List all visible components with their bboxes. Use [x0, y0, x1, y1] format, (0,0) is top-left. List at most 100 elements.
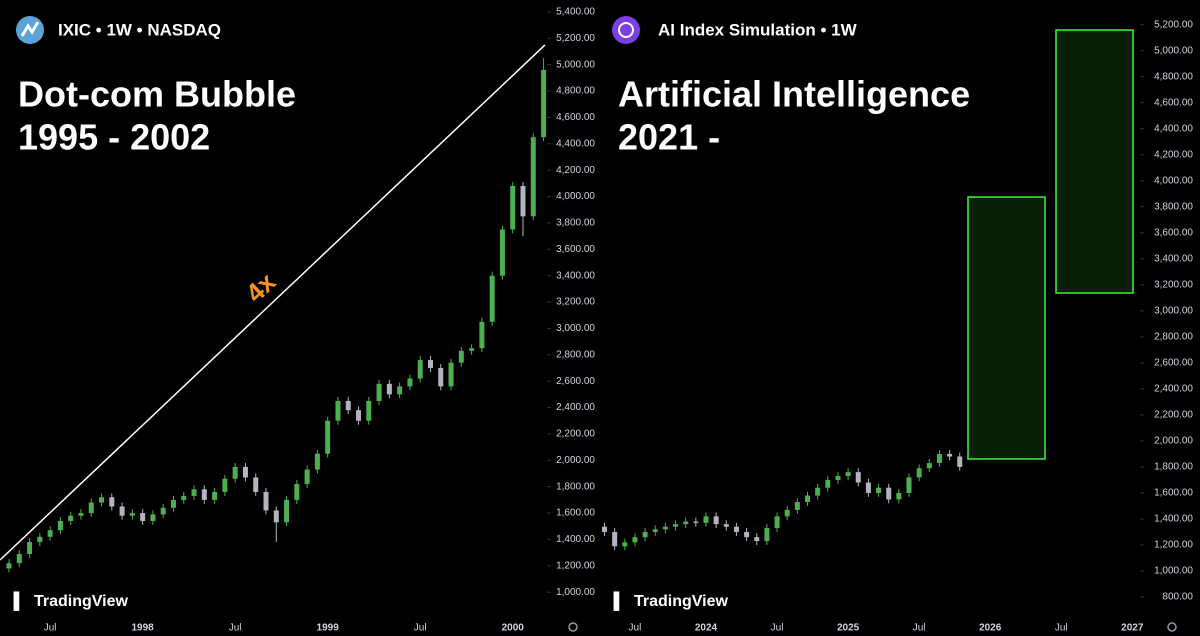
symbol-icon-glyph — [20, 21, 40, 37]
candle-body — [794, 502, 800, 510]
x-tick-label: 2027 — [1121, 623, 1144, 634]
candle-body — [397, 386, 403, 395]
y-tick-label: 3,200.00 — [556, 297, 595, 308]
y-tick-label: 2,800.00 — [556, 349, 595, 360]
y-tick-label: 4,800.00 — [556, 86, 595, 97]
candle-body — [160, 507, 166, 515]
candle-body — [376, 383, 382, 401]
candle-body — [335, 400, 341, 421]
candle-body — [273, 510, 279, 523]
y-tick-label: 4,200.00 — [1154, 149, 1193, 160]
candle-body — [612, 531, 618, 547]
y-tick-label: 3,800.00 — [556, 218, 595, 229]
candle-body — [733, 526, 739, 532]
candle-body — [78, 513, 84, 516]
candle-body — [479, 321, 485, 349]
candle-body — [356, 410, 362, 421]
candle-body — [68, 515, 74, 521]
candle-body — [510, 185, 516, 230]
y-tick-label: 4,400.00 — [556, 138, 595, 149]
candle-body — [652, 529, 658, 532]
candle-body — [602, 526, 607, 532]
candle-body — [109, 497, 115, 507]
y-tick-label: 4,000.00 — [556, 191, 595, 202]
chart-title: IXIC • 1W • NASDAQ — [58, 20, 221, 39]
candle-body — [458, 350, 464, 363]
candle-body — [622, 542, 628, 547]
settings-icon[interactable] — [568, 622, 578, 632]
candle-body — [865, 482, 871, 493]
candle-body — [693, 521, 699, 523]
y-tick-label: 1,800.00 — [556, 481, 595, 492]
y-tick-label: 1,600.00 — [1154, 488, 1193, 499]
candle-body — [47, 530, 53, 537]
candle-body — [754, 537, 760, 542]
x-tick-label: Jul — [771, 623, 784, 634]
candle-body — [855, 472, 861, 483]
candle-body — [242, 466, 248, 478]
chart-title: AI Index Simulation • 1W — [658, 20, 858, 39]
x-tick-label: Jul — [629, 623, 642, 634]
candle-body — [417, 360, 423, 379]
y-tick-label: 4,600.00 — [1154, 97, 1193, 108]
candle-body — [926, 463, 932, 469]
y-tick-label: 4,000.00 — [1154, 175, 1193, 186]
candle-body — [88, 502, 94, 514]
y-tick-label: 5,000.00 — [1154, 45, 1193, 56]
x-tick-label: 2025 — [837, 623, 860, 634]
candle-body — [957, 456, 963, 467]
candle-body — [662, 526, 668, 530]
candle-body — [222, 478, 228, 492]
x-tick-label: Jul — [1055, 623, 1068, 634]
y-tick-label: 800.00 — [1162, 592, 1193, 603]
x-tick-label: 2000 — [502, 623, 525, 634]
candle-body — [6, 563, 12, 569]
projection-zone — [1055, 29, 1134, 294]
candle-body — [916, 468, 922, 478]
candle-body — [520, 185, 526, 217]
candle-body — [906, 477, 912, 493]
candle-body — [530, 137, 536, 217]
subheading: 2021 - — [618, 117, 720, 158]
candle-body — [723, 524, 729, 527]
candle-body — [784, 509, 790, 517]
candle-body — [448, 362, 454, 387]
watermark: TradingView — [34, 593, 129, 610]
settings-icon[interactable] — [1167, 622, 1177, 632]
y-tick-label: 3,400.00 — [1154, 253, 1193, 264]
y-tick-label: 4,200.00 — [556, 165, 595, 176]
candle-body — [469, 348, 475, 351]
candle-body — [181, 495, 187, 500]
candle-body — [140, 513, 146, 521]
symbol-icon — [612, 16, 640, 44]
y-tick-label: 5,400.00 — [556, 7, 595, 18]
candle-body — [407, 378, 413, 387]
candle-body — [150, 514, 156, 521]
candle-body — [805, 495, 810, 503]
y-tick-label: 2,800.00 — [1154, 332, 1193, 343]
candle-body — [896, 492, 902, 500]
y-tick-label: 2,600.00 — [1154, 358, 1193, 369]
y-tick-label: 3,200.00 — [1154, 279, 1193, 290]
candle-body — [876, 487, 882, 493]
y-tick-label: 1,000.00 — [1154, 566, 1193, 577]
candle-body — [314, 453, 320, 470]
y-tick-label: 1,000.00 — [556, 587, 595, 598]
candle-body — [170, 499, 176, 508]
candle-body — [845, 472, 851, 477]
candle-body — [263, 491, 269, 511]
candle-body — [427, 360, 433, 368]
y-tick-label: 2,200.00 — [556, 429, 595, 440]
candle-body — [764, 528, 770, 542]
y-tick-label: 2,400.00 — [1154, 384, 1193, 395]
candle-body — [129, 513, 135, 516]
y-tick-label: 2,400.00 — [556, 402, 595, 413]
candle-body — [438, 367, 444, 387]
candle-body — [774, 516, 780, 529]
candle-body — [345, 400, 351, 411]
candle-body — [366, 400, 372, 421]
candle-body — [673, 524, 679, 527]
candle-body — [294, 484, 300, 500]
candle-body — [201, 489, 207, 500]
